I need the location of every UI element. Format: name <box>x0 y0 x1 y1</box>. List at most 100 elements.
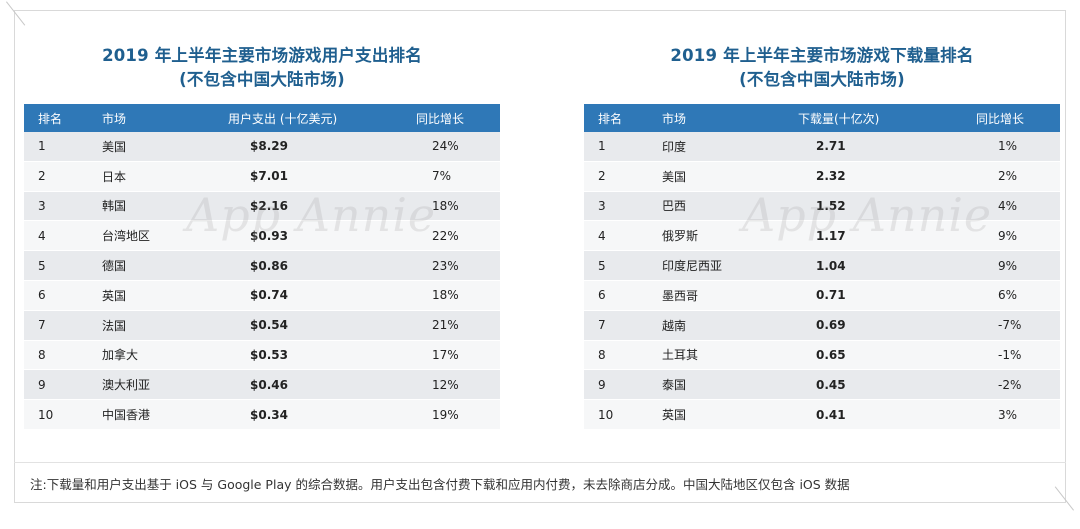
value-cell: 2.32 <box>816 169 846 184</box>
growth-cell: -7% <box>998 318 1022 333</box>
downloads-title-line1: 2019 年上半年主要市场游戏下载量排名 <box>670 46 974 65</box>
rank-cell: 7 <box>598 318 606 333</box>
value-cell: 1.04 <box>816 258 846 273</box>
downloads-ranking-panel: 2019 年上半年主要市场游戏下载量排名 (不包含中国大陆市场) 排名 市场 下… <box>584 44 1060 430</box>
table-row: 7 法国 $0.54 21% <box>24 310 500 341</box>
value-cell: $8.29 <box>250 139 288 154</box>
value-cell: 0.69 <box>816 318 846 333</box>
table-row: 10 中国香港 $0.34 19% <box>24 400 500 430</box>
market-cell: 日本 <box>102 169 127 184</box>
growth-cell: 17% <box>432 347 459 362</box>
growth-cell: 22% <box>432 228 459 243</box>
value-cell: 0.71 <box>816 288 846 303</box>
spending-title: 2019 年上半年主要市场游戏用户支出排名 (不包含中国大陆市场) <box>24 44 500 92</box>
market-cell: 台湾地区 <box>102 229 151 244</box>
market-cell: 德国 <box>102 259 127 274</box>
spending-title-line1: 2019 年上半年主要市场游戏用户支出排名 <box>102 46 422 65</box>
rank-cell: 10 <box>38 407 54 422</box>
downloads-title-line2: (不包含中国大陆市场) <box>739 70 905 89</box>
growth-cell: 23% <box>432 258 459 273</box>
header-rank: 排名 <box>598 111 623 126</box>
growth-cell: 12% <box>432 377 459 392</box>
market-cell: 美国 <box>662 169 687 184</box>
value-cell: $2.16 <box>250 198 288 213</box>
table-row: 2 美国 2.32 2% <box>584 161 1060 192</box>
table-header: 排名 市场 用户支出 (十亿美元) 同比增长 <box>24 104 500 132</box>
rank-cell: 6 <box>38 288 46 303</box>
market-cell: 美国 <box>102 139 127 154</box>
spending-table: 排名 市场 用户支出 (十亿美元) 同比增长 1 美国 $8.29 24% 2 日本 $7.… <box>24 104 500 430</box>
table-row: 4 台湾地区 $0.93 22% <box>24 221 500 252</box>
value-cell: 0.65 <box>816 347 846 362</box>
value-cell: 1.52 <box>816 198 846 213</box>
growth-cell: 2% <box>998 169 1018 184</box>
growth-cell: 4% <box>998 198 1018 213</box>
rank-cell: 1 <box>38 139 46 154</box>
footnote: 注:下载量和用户支出基于 iOS 与 Google Play 的综合数据。用户支… <box>30 477 850 492</box>
header-spending: 用户支出 (十亿美元) <box>228 111 338 126</box>
rank-cell: 5 <box>38 258 46 273</box>
market-cell: 英国 <box>662 408 687 423</box>
growth-cell: -1% <box>998 347 1022 362</box>
growth-cell: 24% <box>432 139 459 154</box>
market-cell: 印度 <box>662 139 687 154</box>
rank-cell: 5 <box>598 258 606 273</box>
table-row: 2 日本 $7.01 7% <box>24 161 500 192</box>
rank-cell: 8 <box>598 347 606 362</box>
value-cell: $0.74 <box>250 288 288 303</box>
table-row: 5 德国 $0.86 23% <box>24 251 500 281</box>
header-market: 市场 <box>662 111 687 126</box>
value-cell: $0.46 <box>250 377 288 392</box>
growth-cell: 18% <box>432 288 459 303</box>
market-cell: 印度尼西亚 <box>662 259 723 274</box>
value-cell: $0.93 <box>250 228 288 243</box>
value-cell: 1.17 <box>816 228 846 243</box>
rank-cell: 4 <box>598 228 606 243</box>
value-cell: 2.71 <box>816 139 846 154</box>
rank-cell: 9 <box>598 377 606 392</box>
growth-cell: 9% <box>998 258 1018 273</box>
header-growth: 同比增长 <box>416 111 465 126</box>
growth-cell: -2% <box>998 377 1022 392</box>
rank-cell: 10 <box>598 407 614 422</box>
table-row: 10 英国 0.41 3% <box>584 400 1060 430</box>
header-rank: 排名 <box>38 111 63 126</box>
table-row: 5 印度尼西亚 1.04 9% <box>584 251 1060 281</box>
rank-cell: 2 <box>598 169 606 184</box>
market-cell: 泰国 <box>662 378 687 393</box>
rank-cell: 3 <box>38 198 46 213</box>
growth-cell: 1% <box>998 139 1018 154</box>
market-cell: 加拿大 <box>102 348 139 363</box>
table-header: 排名 市场 下载量(十亿次) 同比增长 <box>584 104 1060 132</box>
table-row: 9 澳大利亚 $0.46 12% <box>24 370 500 401</box>
divider <box>14 462 1066 463</box>
market-cell: 法国 <box>102 318 127 333</box>
rank-cell: 1 <box>598 139 606 154</box>
spending-ranking-panel: 2019 年上半年主要市场游戏用户支出排名 (不包含中国大陆市场) 排名 市场 … <box>24 44 500 430</box>
header-downloads: 下载量(十亿次) <box>798 111 880 126</box>
market-cell: 俄罗斯 <box>662 229 699 244</box>
growth-cell: 6% <box>998 288 1018 303</box>
value-cell: 0.41 <box>816 407 846 422</box>
value-cell: $0.34 <box>250 407 288 422</box>
value-cell: $0.54 <box>250 318 288 333</box>
downloads-table: 排名 市场 下载量(十亿次) 同比增长 1 印度 2.71 1% 2 美国 2.32 2% 3 巴… <box>584 104 1060 430</box>
table-row: 9 泰国 0.45 -2% <box>584 370 1060 401</box>
header-growth: 同比增长 <box>976 111 1025 126</box>
downloads-title: 2019 年上半年主要市场游戏下载量排名 (不包含中国大陆市场) <box>584 44 1060 92</box>
growth-cell: 7% <box>432 169 452 184</box>
market-cell: 越南 <box>662 318 687 333</box>
rank-cell: 2 <box>38 169 46 184</box>
market-cell: 土耳其 <box>662 348 699 363</box>
rank-cell: 9 <box>38 377 46 392</box>
value-cell: $0.53 <box>250 347 288 362</box>
growth-cell: 9% <box>998 228 1018 243</box>
rank-cell: 4 <box>38 228 46 243</box>
rank-cell: 7 <box>38 318 46 333</box>
table-row: 7 越南 0.69 -7% <box>584 310 1060 341</box>
value-cell: 0.45 <box>816 377 846 392</box>
rank-cell: 3 <box>598 198 606 213</box>
table-row: 6 英国 $0.74 18% <box>24 280 500 311</box>
rank-cell: 6 <box>598 288 606 303</box>
table-row: 3 韩国 $2.16 18% <box>24 191 500 222</box>
